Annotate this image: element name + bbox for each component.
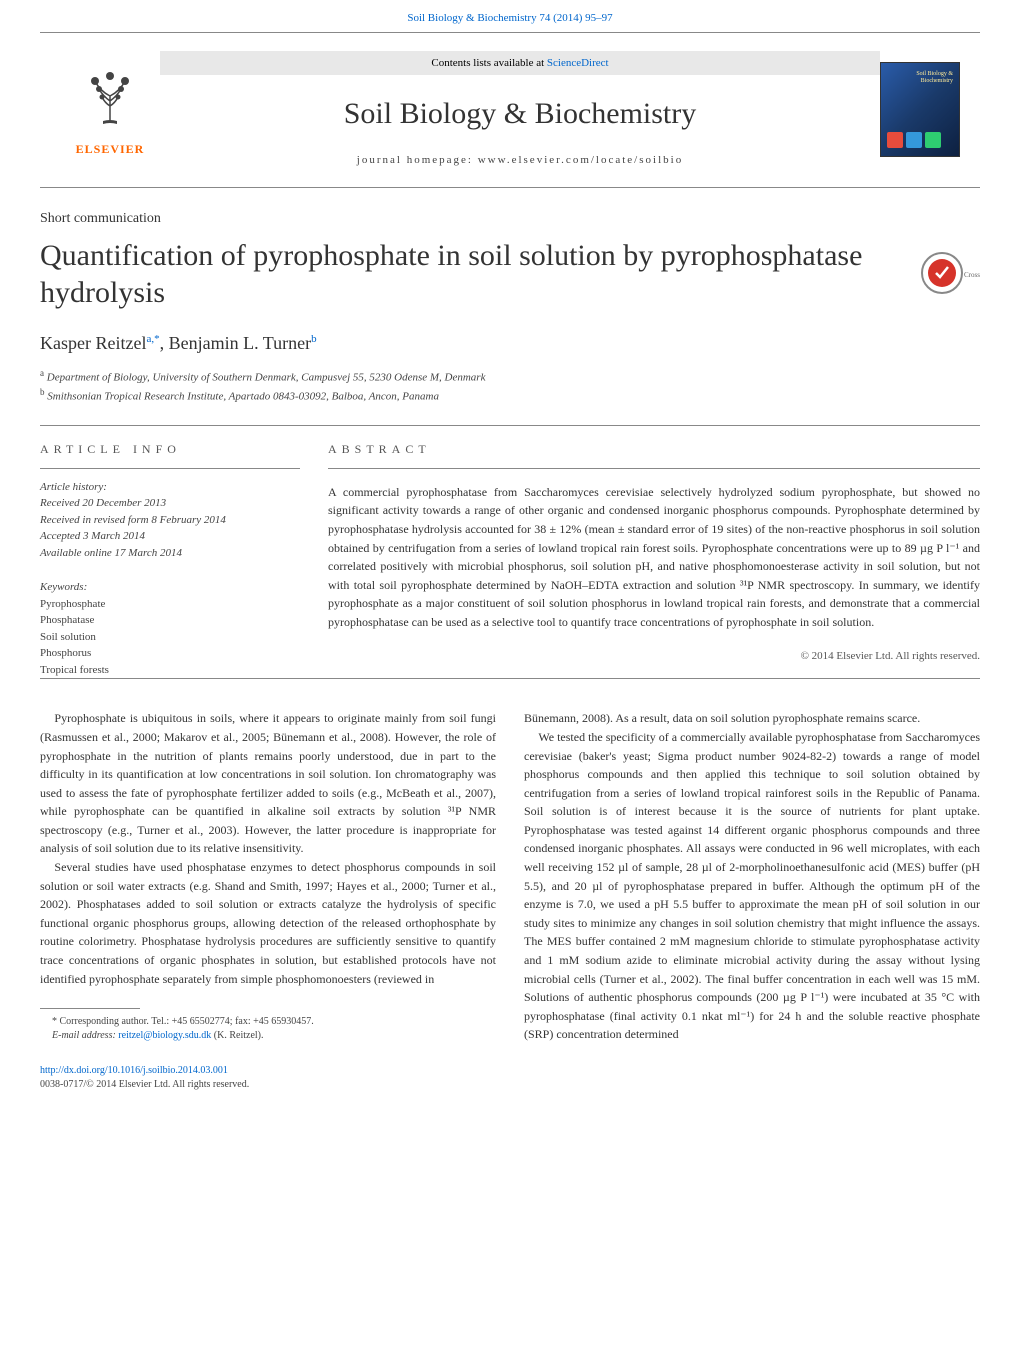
author-1: Kasper Reitzel [40,333,146,353]
affiliation-b: Smithsonian Tropical Research Institute,… [47,390,439,402]
article-title: Quantification of pyrophosphate in soil … [40,237,900,312]
body-p3: We tested the specificity of a commercia… [524,728,980,1044]
corresponding-email-link[interactable]: reitzel@biology.sdu.dk [118,1030,211,1041]
email-label: E-mail address: [52,1030,118,1041]
abstract-text: A commercial pyrophosphatase from Saccha… [328,469,980,642]
history-label: Article history: [40,479,300,496]
divider-bottom [40,678,980,679]
accepted-date: Accepted 3 March 2014 [40,528,300,545]
body-p1: Pyrophosphate is ubiquitous in soils, wh… [40,709,496,858]
cover-icons [887,132,941,148]
keyword: Phosphatase [40,612,300,629]
keywords-list: Pyrophosphate Phosphatase Soil solution … [40,596,300,679]
body-column-left: Pyrophosphate is ubiquitous in soils, wh… [40,709,496,1044]
revised-date: Received in revised form 8 February 2014 [40,512,300,529]
info-abstract-row: ARTICLE INFO Article history: Received 2… [40,426,980,679]
body-p2: Several studies have used phosphatase en… [40,858,496,988]
title-row: Quantification of pyrophosphate in soil … [40,237,980,312]
keyword: Tropical forests [40,662,300,679]
email-suffix: (K. Reitzel). [211,1030,263,1041]
contents-list-bar: Contents lists available at ScienceDirec… [160,51,880,76]
article-history: Article history: Received 20 December 20… [40,469,300,562]
online-date: Available online 17 March 2014 [40,545,300,562]
authors: Kasper Reitzela,*, Benjamin L. Turnerb [40,330,980,357]
elsevier-tree-icon [75,61,145,131]
homepage-link[interactable]: www.elsevier.com/locate/soilbio [478,154,683,166]
journal-cover-thumbnail: Soil Biology & Biochemistry [880,62,960,157]
article-info-column: ARTICLE INFO Article history: Received 2… [40,426,300,679]
footnote-corresponding: * Corresponding author. Tel.: +45 655027… [40,1015,496,1029]
footnote-email: E-mail address: reitzel@biology.sdu.dk (… [40,1029,496,1043]
author-2: , Benjamin L. Turner [160,333,312,353]
body-p1-cont: Bünemann, 2008). As a result, data on so… [524,709,980,728]
article-info-heading: ARTICLE INFO [40,426,300,468]
keyword: Soil solution [40,629,300,646]
keyword: Pyrophosphate [40,596,300,613]
body-columns: Pyrophosphate is ubiquitous in soils, wh… [40,709,980,1044]
abstract-copyright: © 2014 Elsevier Ltd. All rights reserved… [328,642,980,679]
issn-copyright: 0038-0717/© 2014 Elsevier Ltd. All right… [40,1079,249,1090]
crossmark-badge[interactable]: CrossMark [920,243,980,303]
publisher-name: ELSEVIER [60,140,160,158]
affiliations: a Department of Biology, University of S… [40,367,980,405]
abstract-heading: ABSTRACT [328,426,980,468]
page-footer: http://dx.doi.org/10.1016/j.soilbio.2014… [40,1064,980,1092]
footnote-divider [40,1008,140,1009]
article-type: Short communication [40,208,980,229]
publisher-logo: ELSEVIER [60,61,160,159]
sciencedirect-link[interactable]: ScienceDirect [547,57,609,69]
homepage-prefix: journal homepage: [357,154,478,166]
journal-name: Soil Biology & Biochemistry [160,91,880,136]
affiliation-a: Department of Biology, University of Sou… [47,371,486,383]
received-date: Received 20 December 2013 [40,495,300,512]
cover-title-badge: Soil Biology & Biochemistry [916,71,953,84]
journal-homepage: journal homepage: www.elsevier.com/locat… [160,152,880,169]
citation-link[interactable]: Soil Biology & Biochemistry 74 (2014) 95… [407,12,612,24]
keywords-label: Keywords: [40,579,300,596]
author-1-affil: a,* [146,333,159,345]
masthead-center: Contents lists available at ScienceDirec… [160,51,880,169]
masthead: ELSEVIER Contents lists available at Sci… [40,32,980,188]
abstract-column: ABSTRACT A commercial pyrophosphatase fr… [328,426,980,679]
svg-text:CrossMark: CrossMark [964,271,980,279]
author-2-affil: b [311,333,317,345]
contents-prefix: Contents lists available at [431,57,546,69]
doi-link[interactable]: http://dx.doi.org/10.1016/j.soilbio.2014… [40,1065,228,1076]
keyword: Phosphorus [40,645,300,662]
body-column-right: Bünemann, 2008). As a result, data on so… [524,709,980,1044]
page-citation: Soil Biology & Biochemistry 74 (2014) 95… [0,0,1020,32]
